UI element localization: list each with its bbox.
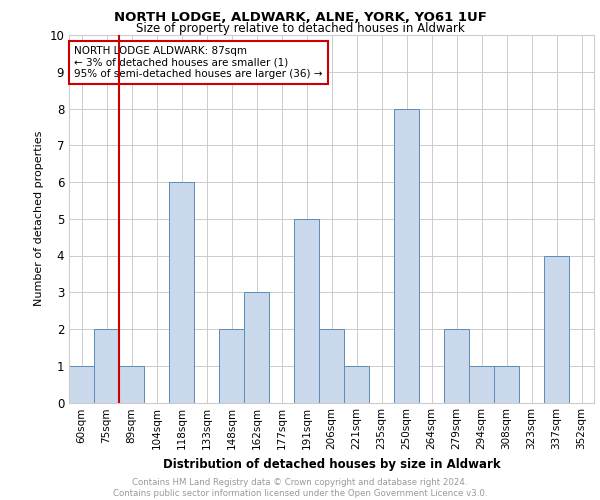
Text: NORTH LODGE ALDWARK: 87sqm
← 3% of detached houses are smaller (1)
95% of semi-d: NORTH LODGE ALDWARK: 87sqm ← 3% of detac…: [74, 46, 323, 79]
Bar: [494, 366, 519, 403]
Bar: [319, 329, 344, 402]
Bar: [244, 292, 269, 403]
Bar: [169, 182, 194, 402]
Text: Contains HM Land Registry data © Crown copyright and database right 2024.
Contai: Contains HM Land Registry data © Crown c…: [113, 478, 487, 498]
Bar: [469, 366, 494, 403]
Bar: [394, 108, 419, 403]
Text: NORTH LODGE, ALDWARK, ALNE, YORK, YO61 1UF: NORTH LODGE, ALDWARK, ALNE, YORK, YO61 1…: [113, 11, 487, 24]
Bar: [94, 329, 119, 402]
Bar: [444, 329, 469, 402]
Bar: [544, 256, 569, 402]
X-axis label: Distribution of detached houses by size in Aldwark: Distribution of detached houses by size …: [163, 458, 500, 471]
Bar: [69, 366, 94, 403]
Bar: [344, 366, 369, 403]
Bar: [294, 219, 319, 402]
Text: Size of property relative to detached houses in Aldwark: Size of property relative to detached ho…: [136, 22, 464, 35]
Bar: [219, 329, 244, 402]
Bar: [119, 366, 144, 403]
Y-axis label: Number of detached properties: Number of detached properties: [34, 131, 44, 306]
